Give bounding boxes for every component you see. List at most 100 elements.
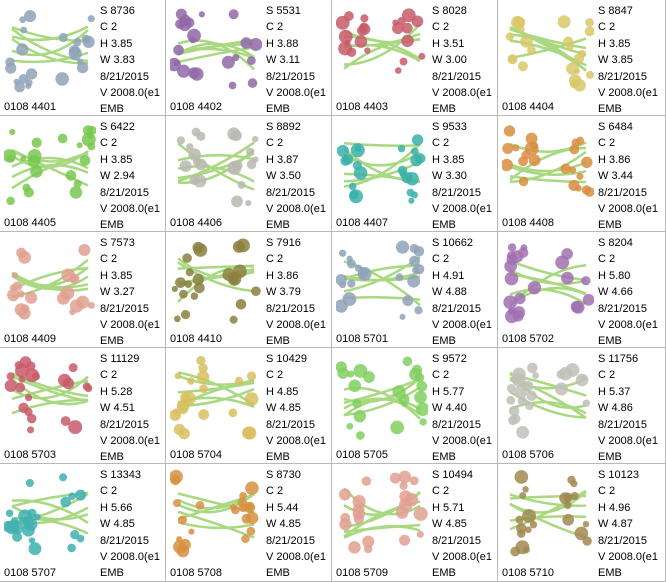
design-info-v: V 2008.0(e1 [432,318,492,331]
design-cell[interactable]: 0108 4404 S 8847 C 2 H 3.85 W 3.85 8/21/2015 V… [498,0,666,116]
design-info-c: C 2 [266,369,284,382]
flower-mark [170,474,181,486]
design-cell[interactable]: 0108 5705 S 9572 C 2 H 5.77 W 4.40 8/21/2015 V… [332,348,498,464]
embroidery-thumbnail-image [4,473,89,556]
design-code: 0108 4404 [502,101,554,113]
flower-mark [27,149,42,163]
vine-stroke [509,161,587,173]
flower-mark [6,196,15,206]
design-info-c: C 2 [266,137,284,150]
design-info-c: C 2 [598,369,616,382]
flower-mark [574,526,589,541]
flower-mark [199,384,208,394]
design-info-fmt: EMB [598,451,622,464]
design-info-w: W 4.85 [100,518,135,531]
design-info-s: S 8028 [432,5,467,17]
design-info-s: S 9572 [432,353,467,365]
design-cell[interactable]: 0108 4408 S 6484 C 2 H 3.86 W 3.44 8/21/2015 V… [498,116,666,232]
flower-mark [508,55,516,63]
vine-stroke [177,492,255,510]
design-cell[interactable]: 0108 5706 S 11756 C 2 H 5.37 W 4.86 8/21/2015… [498,348,666,464]
flower-mark [348,379,362,393]
design-cell[interactable]: 0108 4407 S 9533 C 2 H 3.85 W 3.30 8/21/2015 V… [332,116,498,232]
design-cell[interactable]: 0108 5702 S 8204 C 2 H 5.80 W 4.66 8/21/2015 V… [498,232,666,348]
flower-mark [527,46,536,55]
vine-stroke [343,378,421,404]
flower-mark [402,356,413,367]
design-info: S 8730 C 2 H 5.44 W 4.85 8/21/2015 V 2008.0(e… [266,467,326,582]
vine-stroke [509,37,587,60]
flower-mark [234,376,244,386]
design-cell[interactable]: 0108 5703 S 11129 C 2 H 5.28 W 4.51 8/21/2015… [0,348,166,464]
flower-mark [506,384,516,393]
design-info: S 5531 C 2 H 3.88 W 3.11 8/21/2015 V 2008.0(e… [266,3,326,118]
flower-mark [6,372,15,381]
design-cell[interactable]: 0108 5708 S 8730 C 2 H 5.44 W 4.85 8/21/2015 V… [166,464,332,582]
design-info-c: C 2 [432,21,450,34]
embroidery-thumbnail-image [503,243,594,324]
flower-mark [520,35,533,48]
design-cell[interactable]: 0108 4403 S 8028 C 2 H 3.51 W 3.00 8/21/2015 V… [332,0,498,116]
flower-mark [186,143,194,151]
design-cell[interactable]: 0108 5704 S 10429 C 2 H 4.85 W 4.85 8/21/2015… [166,348,332,464]
embroidery-thumbnail-image [509,470,592,557]
flower-mark [354,145,362,152]
flower-mark [76,61,89,74]
flower-mark [230,130,242,142]
design-info-h: H 3.86 [266,269,299,282]
flower-mark [409,367,423,381]
design-cell[interactable]: 0108 5709 S 10494 C 2 H 5.71 W 4.85 8/21/2015… [332,464,498,582]
design-code: 0108 4403 [336,101,388,113]
flower-mark [34,513,41,521]
flower-mark [55,72,69,86]
flower-mark [518,156,528,167]
design-cell[interactable]: 0108 4409 S 7573 C 2 H 3.85 W 3.27 8/21/2015 V… [0,232,166,348]
flower-mark [522,546,530,554]
design-info-c: C 2 [598,21,616,34]
flower-mark [342,153,354,165]
design-info: S 7916 C 2 H 3.86 W 3.79 8/21/2015 V 2008.0(e… [266,235,326,350]
embroidery-thumbnail-image [176,127,259,208]
design-cell[interactable]: 0108 5701 S 10662 C 2 H 4.91 W 4.88 8/21/2015… [332,232,498,348]
flower-mark [527,281,542,295]
design-code: 0108 5708 [170,567,222,579]
design-info-h: H 4.85 [266,385,299,398]
flower-mark [73,179,82,188]
embroidery-thumbnail-image [502,125,594,197]
vine-stroke [509,26,587,72]
flower-mark [395,240,410,254]
design-info-w: W 2.94 [100,170,135,183]
design-code: 0108 5710 [502,567,554,579]
design-cell[interactable]: 0108 4405 S 6422 C 2 H 3.85 W 2.94 8/21/2015 V… [0,116,166,232]
flower-mark [26,413,37,424]
flower-mark [562,514,575,526]
design-cell[interactable]: 0108 4401 S 8736 C 2 H 3.85 W 3.83 8/21/2015 V… [0,0,166,116]
flower-mark [198,11,205,18]
flower-mark [57,133,68,144]
design-cell[interactable]: 0108 4410 S 7916 C 2 H 3.86 W 3.79 8/21/2015 V… [166,232,332,348]
design-info-v: V 2008.0(e1 [266,550,326,563]
design-cell[interactable]: 0108 4402 S 5531 C 2 H 3.88 W 3.11 8/21/2015 V… [166,0,332,116]
design-info-h: H 5.44 [266,501,299,514]
flower-mark [240,37,252,49]
flower-mark [172,499,181,508]
flower-mark [177,64,191,78]
flower-mark [408,197,415,204]
design-cell[interactable]: 0108 4406 S 8892 C 2 H 3.87 W 3.50 8/21/2015 V… [166,116,332,232]
flower-mark [25,478,34,488]
design-info-h: H 5.66 [100,501,133,514]
flower-mark [68,492,76,500]
design-cell[interactable]: 0108 5710 S 10123 C 2 H 4.96 W 4.87 8/21/2015… [498,464,666,582]
flower-mark [5,57,15,67]
embroidery-thumbnail-image [4,356,93,435]
design-info-c: C 2 [432,369,450,382]
design-cell[interactable]: 0108 5707 S 13343 C 2 H 5.66 W 4.85 8/21/2015… [0,464,166,582]
flower-mark [576,172,584,180]
vine-stroke [177,257,255,279]
flower-mark [59,473,68,482]
flower-mark [401,8,416,23]
design-info-date: 8/21/2015 [598,70,647,83]
flower-mark [571,300,585,314]
design-info: S 8892 C 2 H 3.87 W 3.50 8/21/2015 V 2008.0(e… [266,119,326,234]
flower-mark [22,524,35,537]
